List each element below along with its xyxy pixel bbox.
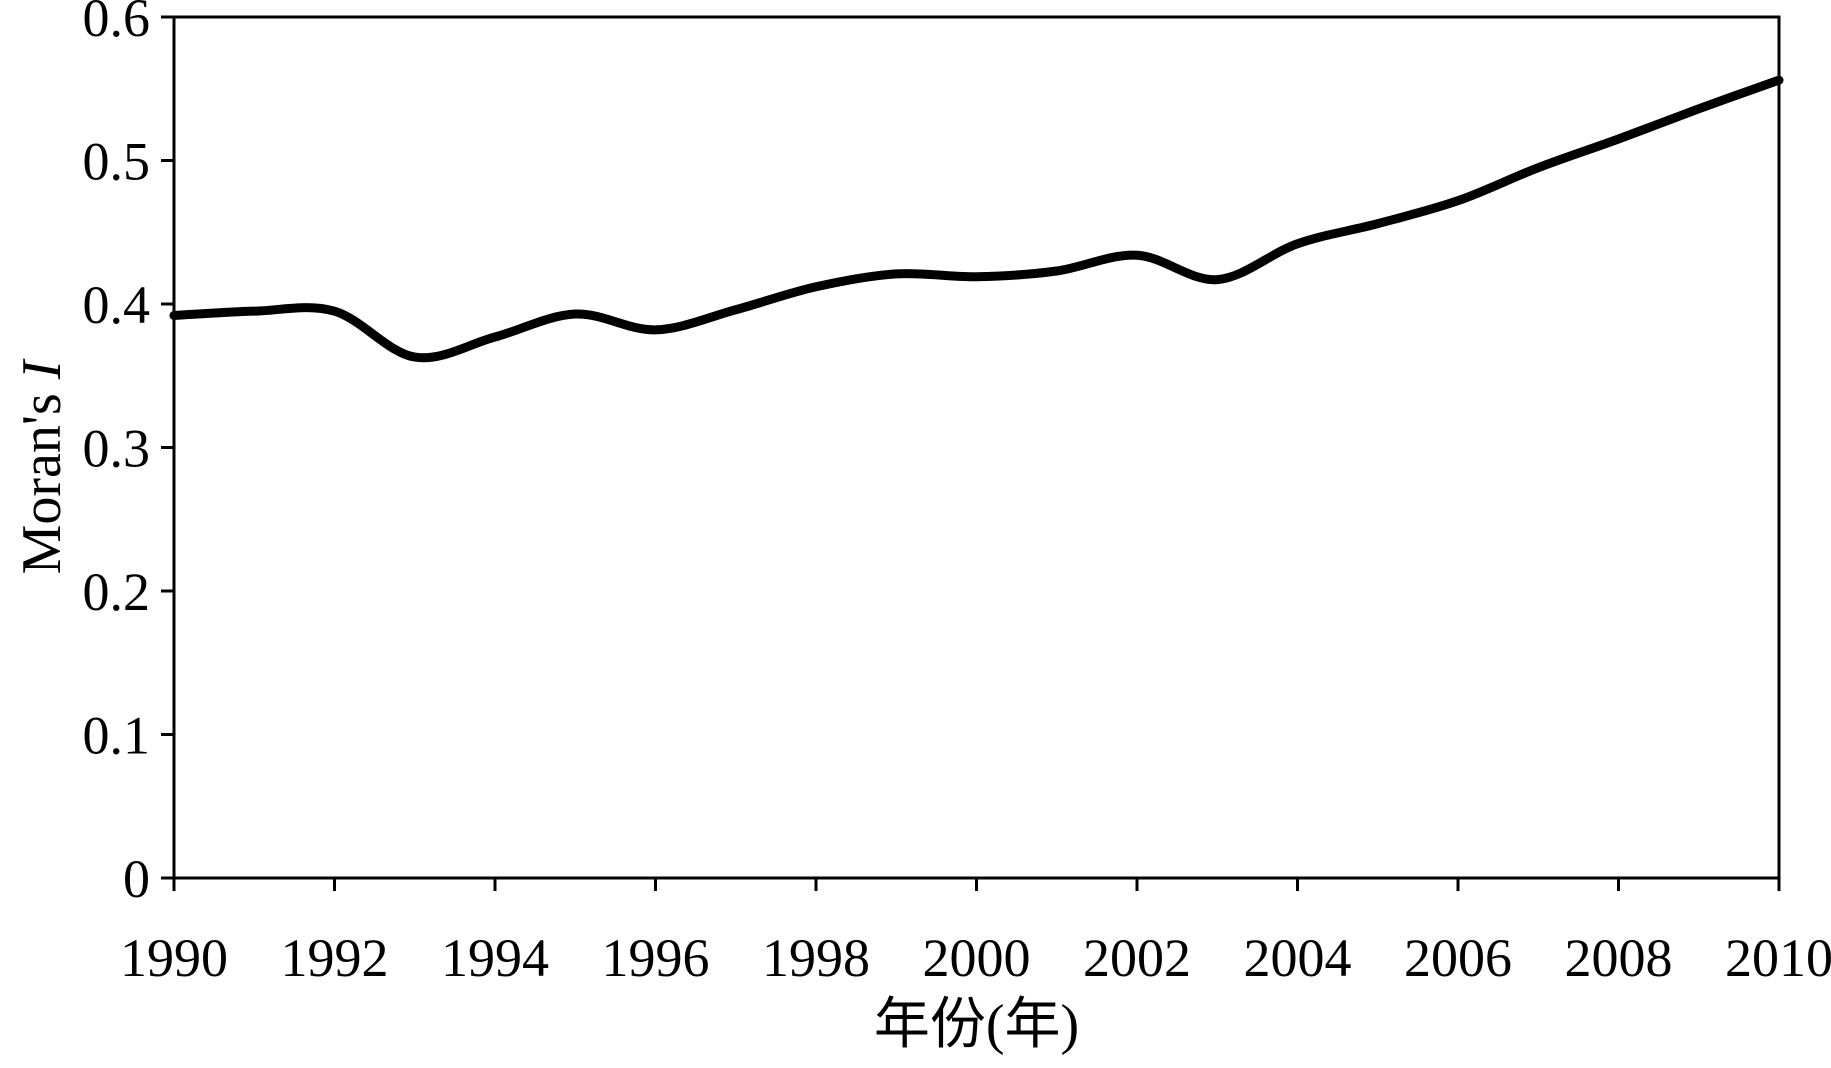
x-tick-label-2000: 2000 [923, 928, 1031, 988]
x-tick-label-1992: 1992 [281, 928, 389, 988]
series-line [169, 75, 1784, 363]
y-axis-title: Moran's I [11, 358, 73, 574]
x-tick-label-2010: 2010 [1725, 928, 1831, 988]
y-tick-label-0.2: 0.2 [83, 562, 151, 622]
x-tick-label-2006: 2006 [1404, 928, 1512, 988]
y-tick-label-0.1: 0.1 [83, 706, 151, 766]
y-axis-title-main: Moran's [11, 379, 73, 574]
y-axis-ticks [161, 15, 174, 880]
y-tick-label-0: 0 [123, 849, 150, 909]
x-axis-title: 年份(年) [874, 994, 1079, 1056]
x-tick-label-2002: 2002 [1083, 928, 1191, 988]
x-axis-tick-labels: 1990 1992 1994 1996 1998 2000 2002 2004 2006 2008… [120, 928, 1831, 988]
x-tick-label-1990: 1990 [120, 928, 228, 988]
y-tick-label-0.3: 0.3 [83, 419, 151, 479]
plot-frame [172, 15, 1781, 880]
y-tick-label-0.4: 0.4 [83, 275, 151, 335]
x-tick-label-2008: 2008 [1565, 928, 1673, 988]
y-axis-title-italic: I [11, 358, 73, 380]
y-axis-tick-labels: 0 0.1 0.2 0.3 0.4 0.5 0.6 [83, 0, 151, 909]
y-tick-label-0.6: 0.6 [83, 0, 151, 48]
x-tick-label-1998: 1998 [762, 928, 870, 988]
x-tick-label-2004: 2004 [1244, 928, 1352, 988]
x-tick-label-1996: 1996 [602, 928, 710, 988]
x-axis-ticks [172, 878, 1781, 891]
x-tick-label-1994: 1994 [441, 928, 549, 988]
y-tick-label-0.5: 0.5 [83, 132, 151, 192]
